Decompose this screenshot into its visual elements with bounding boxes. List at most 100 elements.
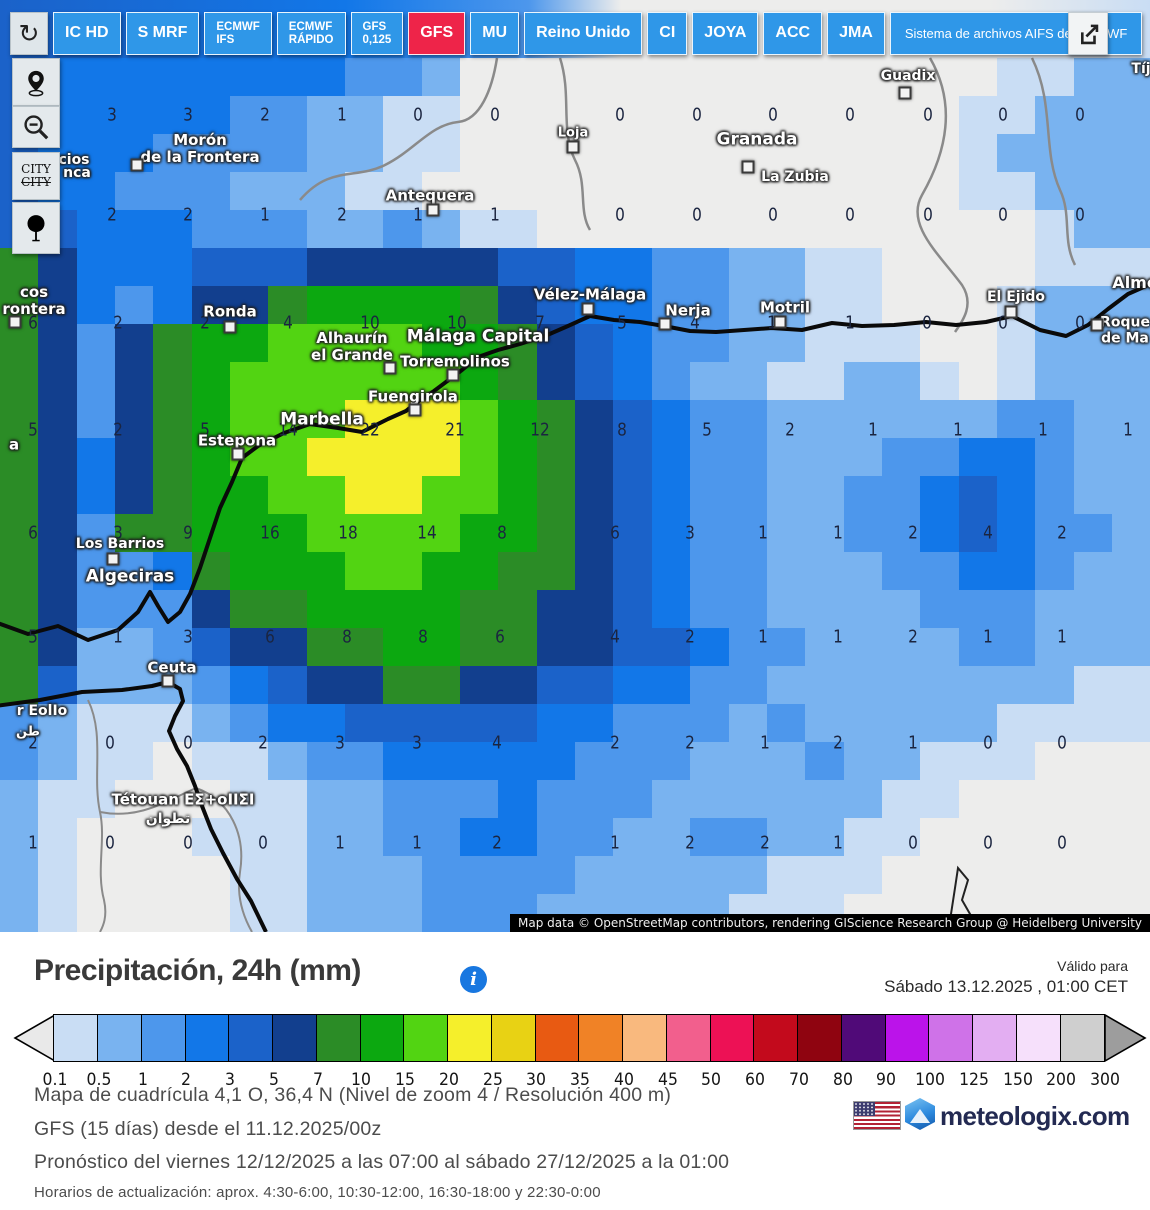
legend-segment: [359, 1014, 405, 1062]
precip-value: 2: [785, 419, 795, 441]
precip-cell: [843, 362, 921, 401]
precip-cell: [306, 818, 385, 857]
precip-value: 10: [447, 312, 467, 334]
precip-cell: [38, 324, 78, 363]
precip-cell: [766, 400, 998, 439]
model-button-gfs[interactable]: GFS: [408, 12, 466, 55]
precip-value: 6: [495, 626, 505, 648]
meteologix-logo-icon[interactable]: [905, 1098, 935, 1130]
legend-segment: [972, 1014, 1018, 1062]
model-button-joya[interactable]: JOYA: [692, 12, 759, 55]
grid-info-line: Mapa de cuadrícula 4,1 O, 36,4 N (Nivel …: [34, 1084, 672, 1106]
map-attribution: Map data © OpenStreetMap contributors, r…: [510, 914, 1150, 932]
precip-cell: [191, 704, 231, 743]
city-marker: [383, 361, 397, 375]
valid-time-value: Sábado 13.12.2025 , 01:00 CET: [884, 977, 1128, 996]
city-label: Alhaurín el Grande: [311, 329, 393, 364]
precip-cell: [306, 248, 500, 287]
precip-cell: [460, 400, 500, 439]
precip-value: 0: [1057, 832, 1067, 854]
precipitation-map[interactable]: 3 3 2 1 0 0 0 0 0 0 0 0 0 2 2 1 2 1 1 0 0 0 0 0 0 0 6 2 2 4 10 10 7 5 4 1 1 0…: [0, 0, 1150, 932]
city-label: nca: [63, 165, 91, 182]
precip-value: 6: [28, 522, 38, 544]
city-label: تطوان: [145, 811, 191, 828]
precip-value: 2: [258, 732, 268, 754]
precip-cell: [153, 400, 193, 439]
precip-value: 2: [260, 104, 270, 126]
zoom-out-button[interactable]: [12, 106, 60, 148]
precip-cell: [268, 666, 308, 705]
precip-cell: [536, 362, 576, 401]
precip-cell: [38, 628, 78, 667]
precip-cell: [38, 742, 78, 781]
precip-cell: [805, 628, 960, 667]
precip-cell: [805, 248, 883, 287]
precip-value: 3: [107, 104, 117, 126]
city-marker: [566, 140, 580, 154]
meteologix-brand[interactable]: meteologix.com: [940, 1101, 1130, 1131]
precip-cell: [268, 704, 346, 743]
model-button-acc[interactable]: ACC: [763, 12, 823, 55]
precip-cell: [38, 400, 78, 439]
model-button-ci[interactable]: CI: [647, 12, 688, 55]
model-button-reino-unido[interactable]: Reino Unido: [524, 12, 643, 55]
precip-cell: [345, 476, 423, 515]
precip-value: 0: [692, 204, 702, 226]
info-icon[interactable]: i: [460, 966, 487, 993]
share-button[interactable]: [1068, 12, 1108, 55]
precip-value: 5: [617, 312, 627, 334]
marker-dot-button[interactable]: [12, 202, 60, 254]
precip-cell: [76, 742, 155, 781]
city-marker: [408, 403, 422, 417]
legend-tick: 60: [745, 1070, 765, 1090]
precip-cell: [230, 894, 308, 932]
us-flag-icon[interactable]: [853, 1101, 901, 1130]
precip-cell: [153, 362, 193, 401]
legend-left-arrow: [13, 1014, 55, 1062]
model-button-jma[interactable]: JMA: [827, 12, 885, 55]
precip-cell: [958, 552, 1036, 591]
precip-value: 0: [1075, 204, 1085, 226]
precip-value: 2: [685, 626, 695, 648]
precip-cell: [230, 666, 269, 705]
legend-tick: 200: [1046, 1070, 1077, 1090]
refresh-button[interactable]: ↻: [10, 12, 48, 55]
model-button-ic-hd[interactable]: IC HD: [53, 12, 121, 55]
legend-segment: [447, 1014, 493, 1062]
precip-value: 10: [360, 312, 380, 334]
precip-cell: [191, 514, 308, 553]
city-marker: [1090, 318, 1104, 332]
model-button-ecmwf-ifs[interactable]: ECMWF IFS: [204, 12, 272, 55]
precip-cell: [958, 438, 1036, 477]
precip-value: 2: [833, 732, 843, 754]
city-toggle-off-label: CITY: [21, 175, 51, 189]
city-label: r EolIo: [16, 703, 68, 720]
location-pin-button[interactable]: [12, 58, 60, 106]
precip-cell: [690, 476, 768, 515]
precip-value: 0: [908, 832, 918, 854]
precip-cell: [230, 172, 346, 211]
precip-cell: [153, 286, 193, 325]
precip-cell: [38, 780, 116, 819]
precip-cell: [306, 590, 461, 629]
city-label: Loja: [557, 125, 589, 141]
precip-cell: [0, 476, 39, 515]
precip-cell: [575, 324, 615, 363]
model-button-ecmwf-rapido[interactable]: ECMWF RÁPIDO: [276, 12, 346, 55]
legend-segment: [228, 1014, 274, 1062]
precip-cell: [1073, 476, 1150, 515]
precip-cell: [920, 590, 1036, 629]
precip-cell: [191, 818, 308, 857]
precip-cell: [651, 438, 691, 477]
precip-cell: [536, 628, 615, 667]
model-button-gfs-0125[interactable]: GFS 0,125: [350, 12, 404, 55]
precip-value: 18: [338, 522, 358, 544]
precip-value: 22: [360, 419, 380, 441]
precip-value: 1: [490, 204, 500, 226]
city-labels-toggle[interactable]: CITY CITY: [12, 152, 60, 200]
precip-cell: [690, 818, 768, 857]
legend-tick: 45: [657, 1070, 678, 1090]
model-button-mu[interactable]: MU: [470, 12, 520, 55]
model-button-s-mrf[interactable]: S MRF: [125, 12, 200, 55]
